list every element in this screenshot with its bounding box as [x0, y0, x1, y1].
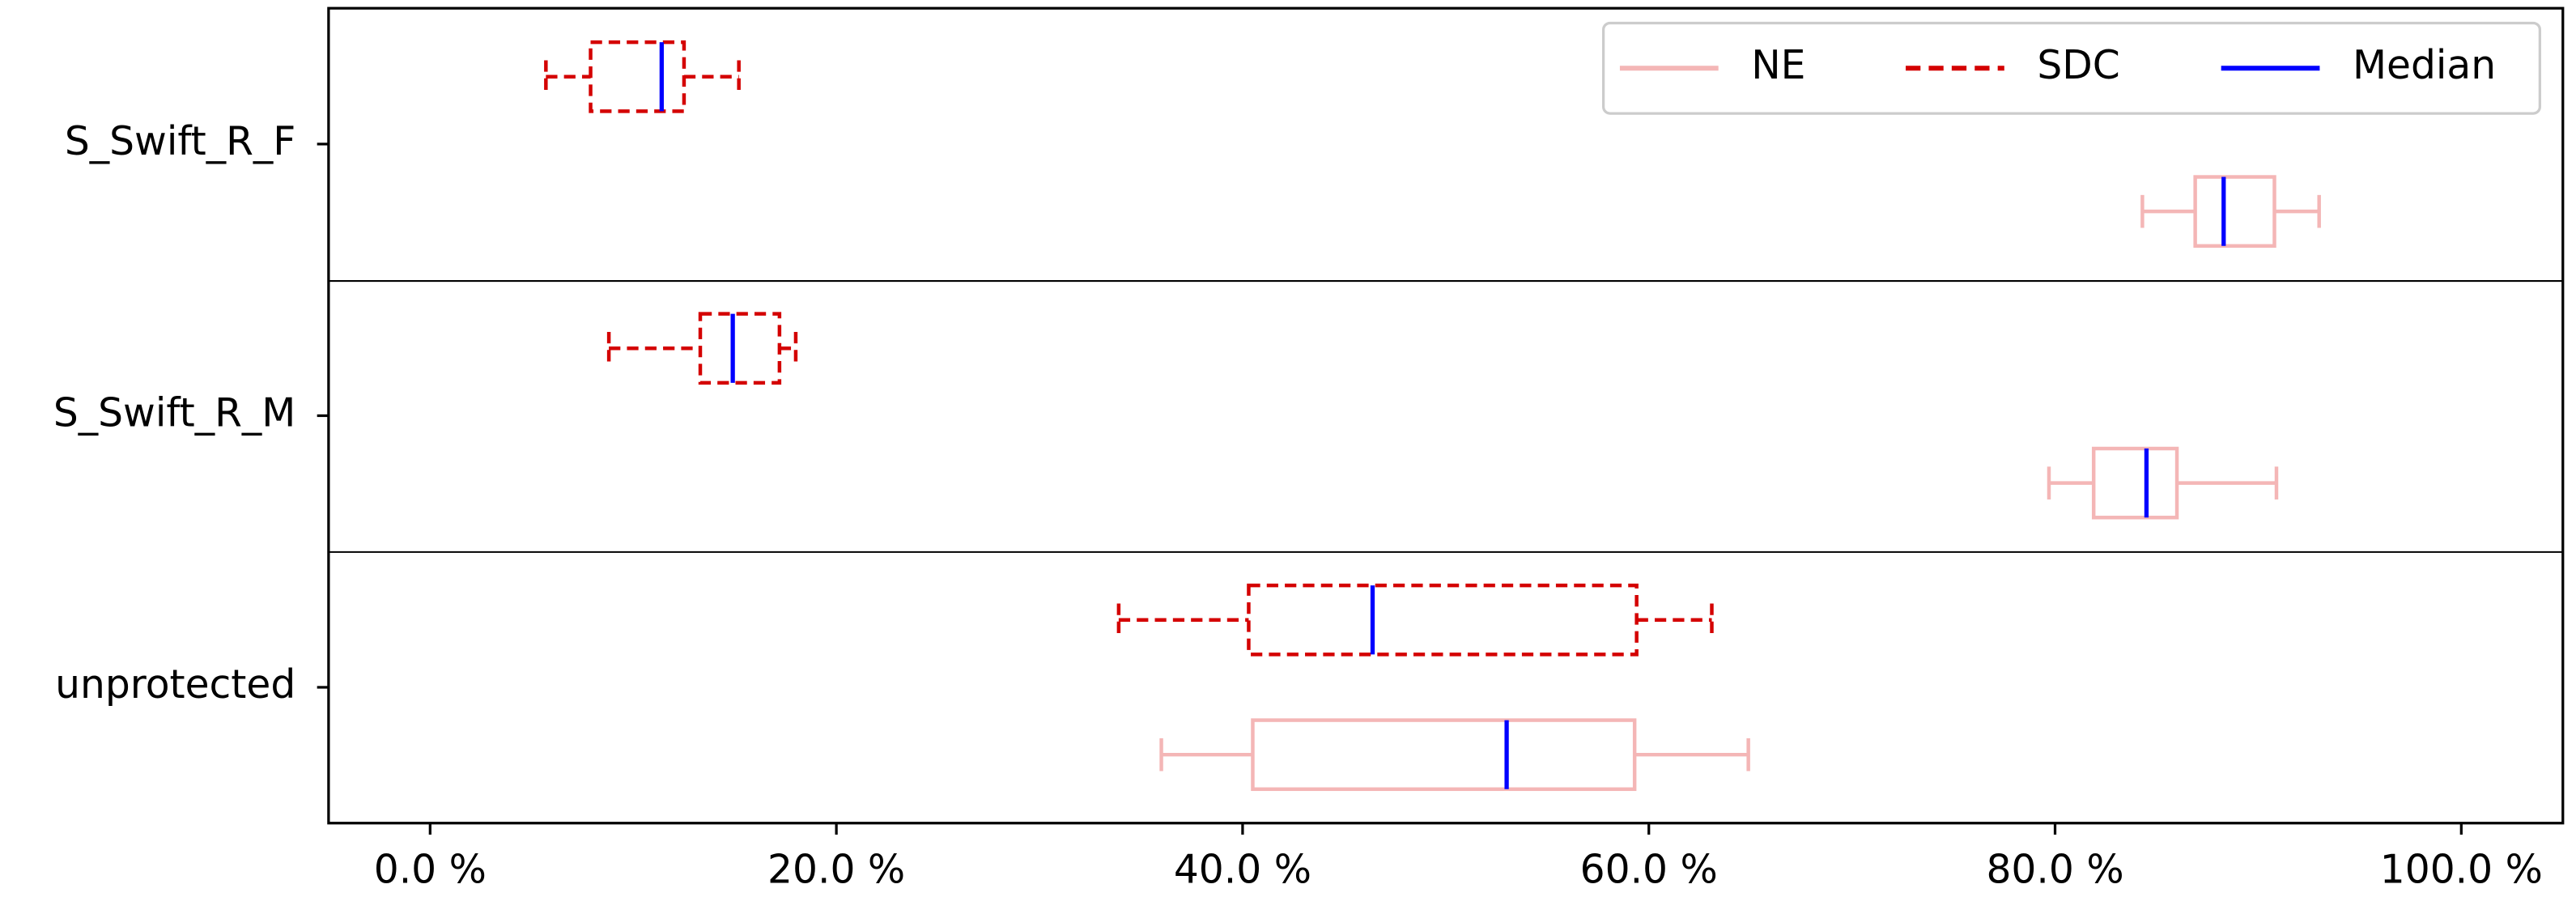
- legend-label: SDC: [2037, 43, 2119, 88]
- y-tick-label: S_Swift_R_F: [65, 119, 295, 164]
- legend-box: [1602, 21, 2541, 115]
- y-tick-label: unprotected: [55, 662, 295, 708]
- x-tick-label: 20.0 %: [767, 848, 905, 893]
- box: [698, 312, 782, 385]
- x-tick-label: 40.0 %: [1174, 848, 1311, 893]
- box: [1251, 718, 1637, 792]
- x-tick-label: 0.0 %: [374, 848, 487, 893]
- box: [2091, 446, 2179, 520]
- x-tick-label: 60.0 %: [1580, 848, 1718, 893]
- x-tick-label: 80.0 %: [1986, 848, 2123, 893]
- box: [2193, 175, 2276, 248]
- box: [589, 40, 687, 113]
- legend-label: NE: [1751, 43, 1805, 88]
- y-tick-label: S_Swift_R_M: [53, 390, 295, 436]
- plot-frame: [327, 6, 2565, 825]
- box: [1247, 583, 1639, 657]
- legend-label: Median: [2353, 43, 2496, 88]
- x-tick-label: 100.0 %: [2380, 848, 2543, 893]
